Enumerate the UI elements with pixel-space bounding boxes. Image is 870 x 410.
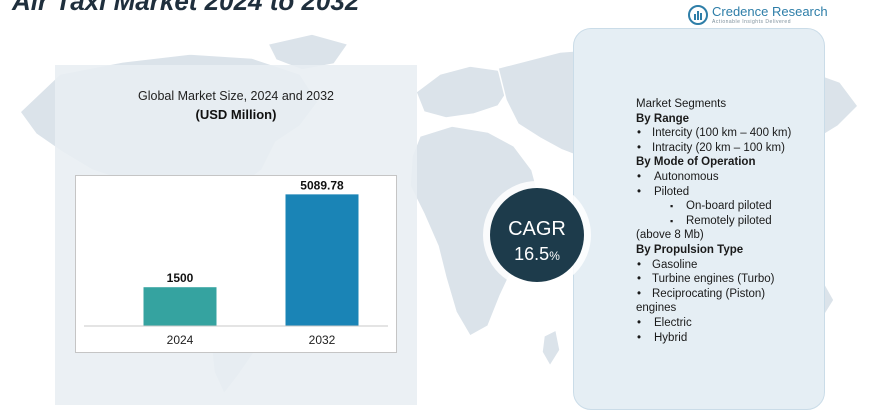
x-tick-2024: 2024 xyxy=(167,333,194,347)
segment-item: Gasoline xyxy=(636,258,836,273)
chart-title: Global Market Size, 2024 and 2032 xyxy=(138,89,334,103)
cagr-number: 16.5 xyxy=(514,244,549,264)
segment-heading: By Mode of Operation xyxy=(636,156,756,169)
chart-unit: (USD Million) xyxy=(195,107,277,122)
segment-item: Reciprocating (Piston) xyxy=(636,287,836,302)
segment-heading: By Range xyxy=(636,112,690,125)
brand-tagline: Actionable Insights Delivered xyxy=(712,19,791,25)
market-size-bar-chart: 1500 2024 5089.78 2032 xyxy=(84,178,388,347)
cagr-percent: % xyxy=(549,249,560,263)
segment-item-continued: engines xyxy=(636,302,677,315)
x-tick-2032: 2032 xyxy=(309,333,336,347)
credence-logo-icon xyxy=(688,5,708,25)
segment-subitem: On-board piloted xyxy=(636,199,836,214)
segment-heading: By Propulsion Type xyxy=(636,243,744,256)
bar-2024 xyxy=(143,287,217,326)
segment-item: Autonomous xyxy=(636,170,836,185)
cagr-circle xyxy=(490,188,584,282)
segment-item: Piloted xyxy=(636,185,836,200)
segment-item: Turbine engines (Turbo) xyxy=(636,272,836,287)
market-segments-list: Market Segments By RangeIntercity (100 km… xyxy=(636,97,836,345)
segment-item: Intracity (20 km – 100 km) xyxy=(636,141,836,156)
brand-logo: Credence Research Actionable Insights De… xyxy=(688,5,828,25)
segment-item: Electric xyxy=(636,316,836,331)
brand-name: Credence Research xyxy=(712,4,828,19)
bar-2032 xyxy=(285,194,359,326)
page-title: Air Taxi Market 2024 to 2032 xyxy=(12,0,360,16)
cagr-badge: CAGR 16.5% xyxy=(483,181,591,289)
data-label-2032: 5089.78 xyxy=(300,178,344,192)
cagr-label: CAGR xyxy=(508,218,566,240)
chart-frame: 1500 2024 5089.78 2032 xyxy=(75,175,397,353)
segment-item: Intercity (100 km – 400 km) xyxy=(636,126,836,141)
segment-item: Hybrid xyxy=(636,331,836,346)
data-label-2024: 1500 xyxy=(167,271,194,285)
market-size-panel: Global Market Size, 2024 and 2032 (USD M… xyxy=(55,65,417,405)
segment-note: (above 8 Mb) xyxy=(636,229,704,242)
segments-title: Market Segments xyxy=(636,98,727,110)
segment-subitem: Remotely piloted xyxy=(636,214,836,229)
cagr-value: 16.5% xyxy=(514,244,560,264)
